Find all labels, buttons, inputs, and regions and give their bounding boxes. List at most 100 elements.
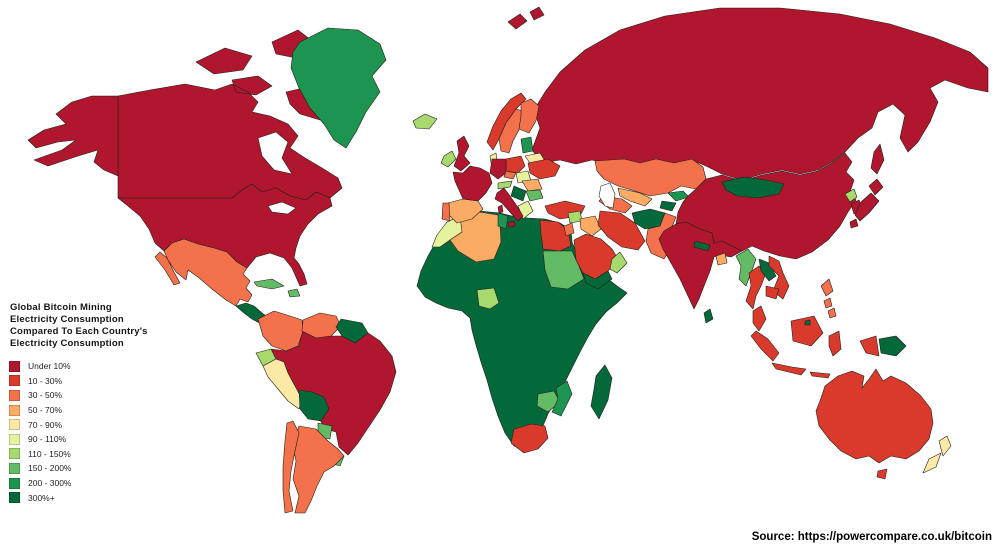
- region-portugal: Portugal: [441, 202, 451, 222]
- legend-label: 150 - 200%: [28, 463, 72, 474]
- region-uk: United Kingdom: [453, 135, 471, 172]
- region-venezuela: Venezuela: [301, 312, 342, 339]
- region-ukraine: Ukraine: [527, 158, 561, 180]
- region-australia: Australia: [815, 368, 934, 480]
- region-svalbard: Svalbard: [507, 6, 545, 30]
- region-south-africa: South Africa: [510, 423, 549, 454]
- legend-label: 300%+: [28, 492, 55, 503]
- region-iran: Iran: [597, 210, 646, 251]
- region-philippines: Philippines: [820, 278, 837, 319]
- legend-item-200-300: 200 - 300%: [9, 476, 71, 491]
- region-serbia: Serbia & W. Balkans: [510, 185, 527, 202]
- region-russia: Russia: [531, 7, 989, 181]
- legend-swatch: [9, 492, 20, 504]
- region-norway: Norway: [486, 92, 527, 151]
- legend-label: 30 - 50%: [28, 390, 63, 401]
- region-ireland: Ireland: [440, 150, 457, 168]
- region-iceland: Iceland: [412, 113, 438, 130]
- region-oman: Oman: [609, 251, 628, 274]
- region-nigeria: Nigeria: [476, 287, 500, 310]
- region-myanmar: Myanmar: [735, 248, 757, 287]
- region-czechia: Czechia: [503, 170, 517, 180]
- region-china: China: [675, 152, 857, 260]
- legend-item-50-70: 50 - 70%: [9, 403, 71, 418]
- region-new-zealand: New Zealand: [922, 435, 952, 474]
- region-brunei: Brunei: [804, 319, 811, 326]
- region-tajikistan: Tajikistan: [659, 200, 677, 212]
- region-cambodia: Cambodia: [765, 285, 780, 300]
- region-bulgaria: Bulgaria: [525, 189, 544, 202]
- region-japan: Japan: [849, 178, 884, 229]
- region-colombia: Colombia: [257, 310, 304, 352]
- legend-label: 10 - 30%: [28, 375, 63, 386]
- legend-swatch: [9, 404, 20, 416]
- source-attribution: Source: https://powercompare.co.uk/bitco…: [751, 531, 992, 543]
- region-iraq: Iraq: [579, 215, 602, 237]
- region-algeria: Algeria: [449, 211, 502, 263]
- region-nepal: Nepal: [693, 240, 711, 252]
- legend-label: 110 - 150%: [28, 448, 71, 459]
- region-chile: Chile: [282, 420, 300, 514]
- region-great-lakes: Great Lakes: [267, 201, 297, 215]
- legend-swatch: [9, 389, 20, 401]
- region-hudson-bay: Hudson Bay: [257, 131, 293, 175]
- region-bolivia: Bolivia: [298, 389, 330, 422]
- region-finland: Finland: [518, 98, 540, 134]
- region-italy: Italy: [494, 187, 524, 228]
- legend: Under 10% 10 - 30% 30 - 50% 50 - 70% 70 - 90…: [9, 359, 71, 505]
- region-greenland: Greenland: [290, 27, 387, 149]
- region-laos: Laos: [758, 258, 777, 282]
- region-vietnam: Vietnam: [768, 255, 790, 300]
- legend-item-30-50: 30 - 50%: [9, 388, 71, 403]
- region-tunisia: Tunisia: [497, 212, 509, 230]
- region-syria: Syria: [567, 210, 583, 224]
- region-caspian-sea: Caspian Sea: [598, 182, 616, 209]
- legend-swatch: [9, 433, 20, 445]
- region-yemen: Yemen: [582, 270, 613, 290]
- legend-swatch: [9, 375, 20, 387]
- legend-item-under-10: Under 10%: [9, 359, 71, 374]
- legend-label: 70 - 90%: [28, 419, 63, 430]
- region-cuba: Cuba: [253, 278, 285, 290]
- legend-swatch: [9, 462, 20, 474]
- region-mozambique: Mozambique: [551, 380, 573, 417]
- region-indonesia: Indonesia: [750, 315, 880, 379]
- legend-swatch: [9, 448, 20, 460]
- legend-item-10-30: 10 - 30%: [9, 374, 71, 389]
- legend-label: Under 10%: [28, 361, 71, 372]
- region-guyanas: Guianas: [335, 318, 369, 344]
- region-germany: Germany: [489, 158, 507, 180]
- legend-item-150-200: 150 - 200%: [9, 461, 71, 476]
- region-romania: Romania: [521, 178, 543, 192]
- region-north-korea: North Korea: [844, 188, 858, 203]
- legend-label: 90 - 110%: [28, 434, 67, 445]
- region-hispaniola: Hispaniola: [287, 288, 301, 298]
- region-madagascar: Madagascar: [590, 364, 613, 420]
- legend-item-110-150: 110 - 150%: [9, 447, 71, 462]
- region-egypt: Egypt: [539, 219, 572, 252]
- legend-label: 200 - 300%: [28, 478, 72, 489]
- legend-swatch: [9, 477, 20, 489]
- region-malaysia: Malaysia: [752, 305, 767, 332]
- region-austria: Austria: [497, 180, 513, 190]
- region-canada: Canada: [117, 29, 343, 201]
- legend-swatch: [9, 419, 20, 431]
- region-sudan: Sudan: [542, 250, 585, 290]
- legend-label: 50 - 70%: [28, 405, 63, 416]
- region-argentina: Argentina: [292, 425, 345, 514]
- region-papua-new-guinea: Papua New Guinea: [878, 335, 907, 357]
- region-bangladesh: Bangladesh: [715, 252, 728, 266]
- legend-item-300-plus: 300%+: [9, 490, 71, 505]
- region-mexico: Mexico: [154, 238, 253, 307]
- region-france: France: [452, 165, 493, 202]
- region-sri-lanka: Sri Lanka: [703, 308, 714, 324]
- legend-item-90-110: 90 - 110%: [9, 432, 71, 447]
- region-poland: Poland: [505, 155, 526, 174]
- region-uzbekistan: Uzbekistan: [617, 187, 653, 207]
- map-title: Global Bitcoin Mining Electricity Consum…: [10, 302, 148, 350]
- legend-swatch: [9, 360, 20, 372]
- region-jordan: Jordan & Israel: [563, 222, 575, 237]
- legend-item-70-90: 70 - 90%: [9, 417, 71, 432]
